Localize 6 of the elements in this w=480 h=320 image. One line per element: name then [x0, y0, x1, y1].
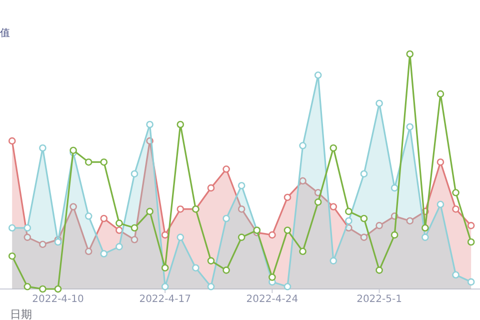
x-tick-label: 2022-4-10	[32, 294, 84, 305]
x-tick-label: 2022-4-24	[246, 294, 298, 305]
x-axis-title: 日期	[10, 308, 32, 320]
y-axis-title: 值	[0, 28, 10, 39]
x-tick-label: 2022-4-17	[139, 294, 191, 305]
x-tick-label: 2022-5-1	[356, 294, 402, 305]
